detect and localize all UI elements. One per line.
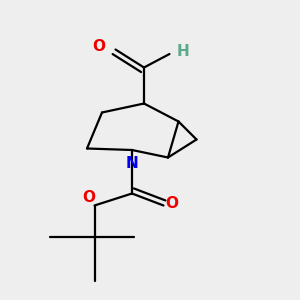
Text: O: O xyxy=(82,190,96,205)
Text: O: O xyxy=(92,39,106,54)
Text: O: O xyxy=(165,196,178,211)
Text: N: N xyxy=(126,156,138,171)
Text: H: H xyxy=(177,44,189,59)
